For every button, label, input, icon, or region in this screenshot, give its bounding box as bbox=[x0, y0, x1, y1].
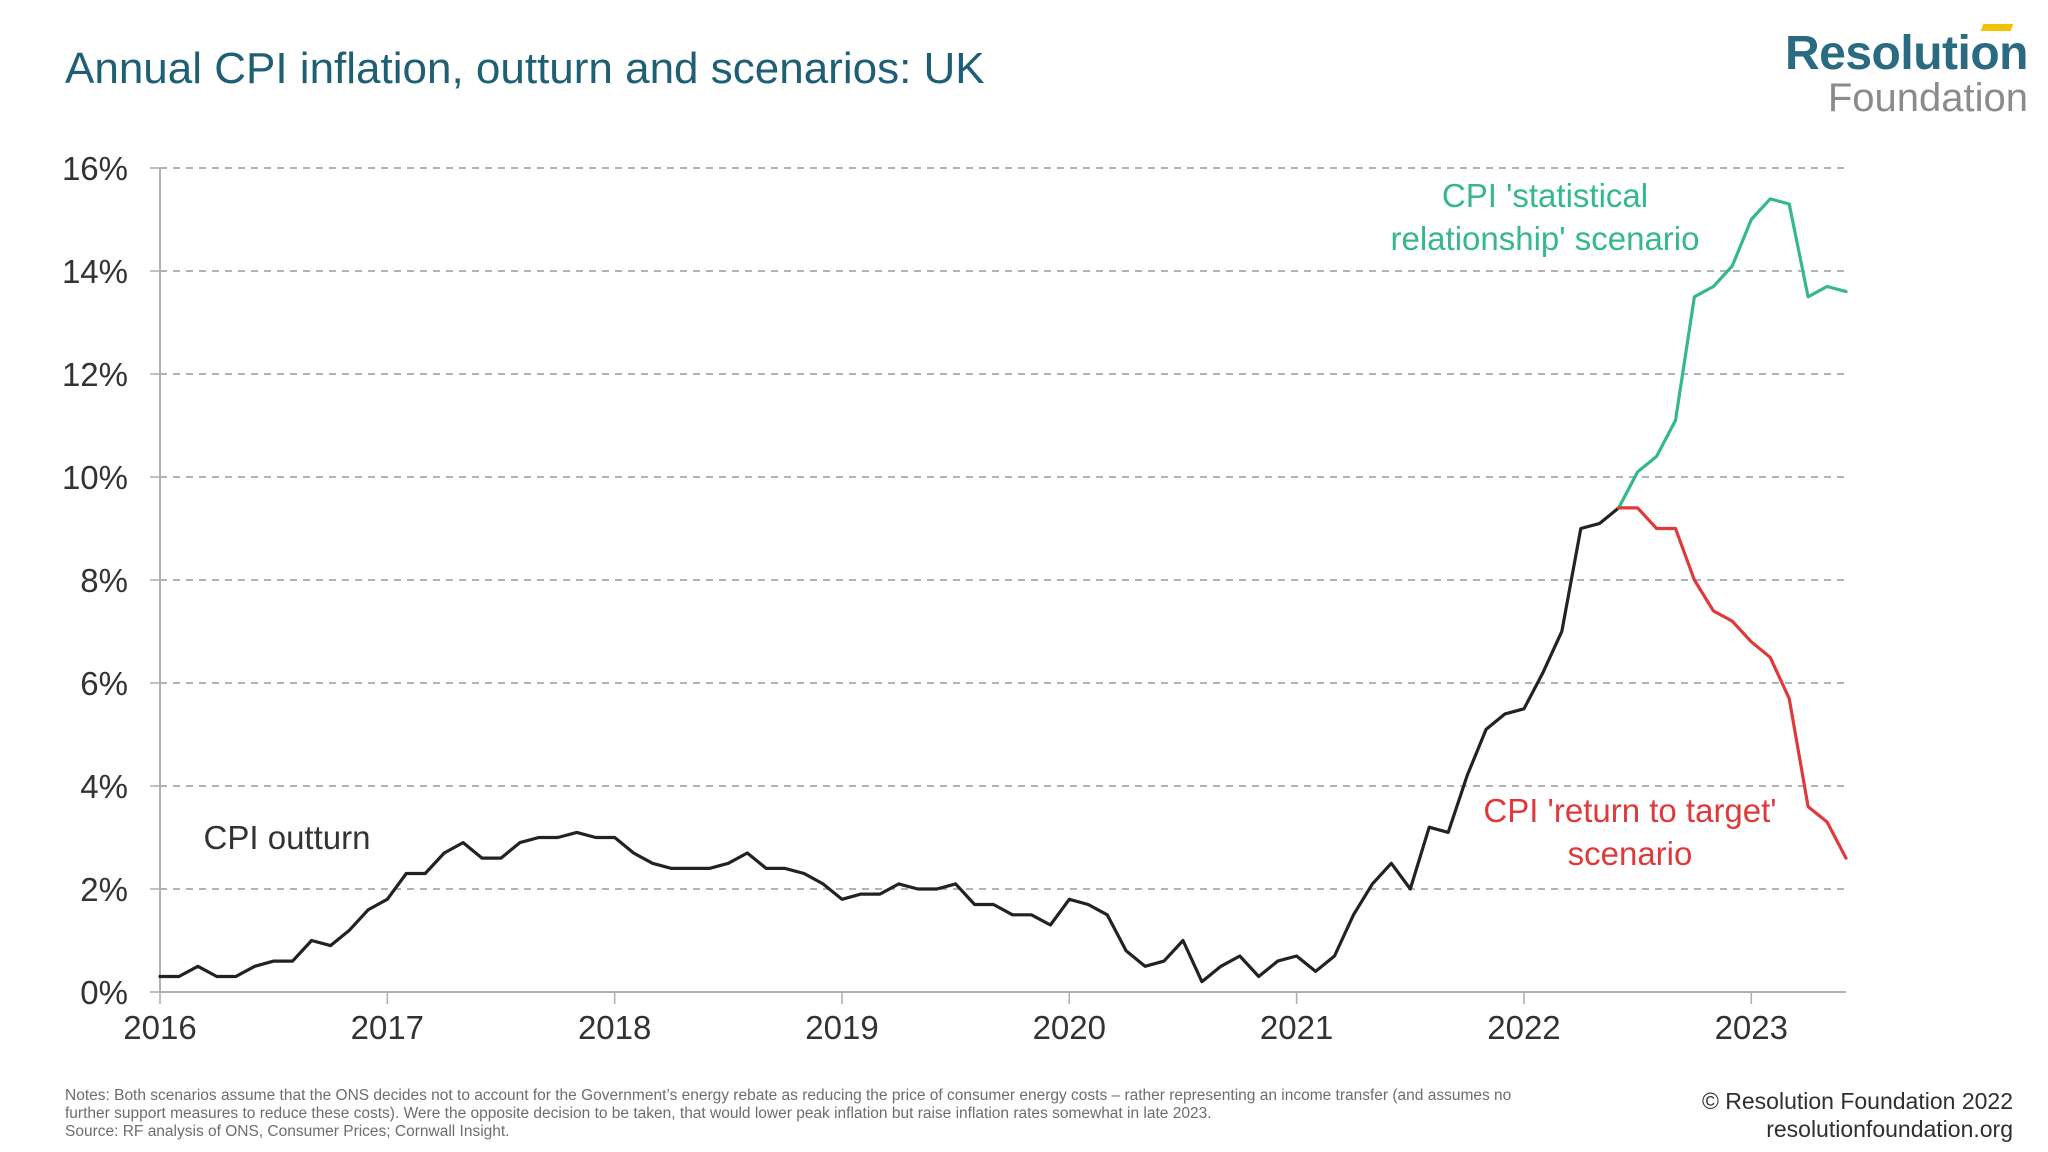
y-tick-label: 6% bbox=[80, 665, 128, 702]
y-tick-label: 10% bbox=[62, 459, 128, 496]
annotation-outturn: CPI outturn bbox=[204, 819, 371, 856]
annotation-target: scenario bbox=[1568, 835, 1693, 872]
x-tick-label: 2019 bbox=[805, 1009, 878, 1046]
source-line: Source: RF analysis of ONS, Consumer Pri… bbox=[65, 1123, 510, 1140]
y-tick-label: 4% bbox=[80, 768, 128, 805]
annotation-statistical: relationship' scenario bbox=[1391, 220, 1700, 257]
x-tick-label: 2023 bbox=[1715, 1009, 1788, 1046]
x-tick-label: 2021 bbox=[1260, 1009, 1333, 1046]
resolution-foundation-logo: Resolution Foundation bbox=[1785, 24, 2029, 120]
series-lines bbox=[158, 197, 1848, 984]
logo-line-2: Foundation bbox=[1827, 76, 2028, 120]
y-tick-label: 16% bbox=[62, 150, 128, 187]
gridlines bbox=[160, 167, 1846, 890]
website-url: resolutionfoundation.org bbox=[1766, 1116, 2013, 1142]
x-tick-label: 2016 bbox=[123, 1009, 196, 1046]
logo-line-1: Resolution bbox=[1785, 27, 2029, 80]
series-annotations: CPI outturn CPI 'statistical relationship'… bbox=[204, 177, 1777, 872]
chart-title: Annual CPI inflation, outturn and scenar… bbox=[65, 44, 985, 93]
x-tick-label: 2020 bbox=[1033, 1009, 1106, 1046]
y-tick-label: 14% bbox=[62, 253, 128, 290]
y-tick-label: 0% bbox=[80, 974, 128, 1011]
copyright-text: © Resolution Foundation 2022 bbox=[1701, 1088, 2013, 1114]
credit-block: © Resolution Foundation 2022 resolutionf… bbox=[1702, 1087, 2013, 1143]
y-tick-label: 8% bbox=[80, 562, 128, 599]
x-tick-label: 2017 bbox=[351, 1009, 424, 1046]
y-tick-label: 12% bbox=[62, 356, 128, 393]
chart-notes: Notes: Both scenarios assume that the ON… bbox=[65, 1087, 1705, 1141]
y-tick-label: 2% bbox=[80, 871, 128, 908]
y-tick-labels: 0% 2% 4% 6% 8% 10% 12% 14% 16% bbox=[62, 150, 128, 1011]
series-line-outturn bbox=[158, 506, 1621, 984]
annotation-statistical: CPI 'statistical bbox=[1442, 177, 1648, 214]
notes-line-2: further support measures to reduce these… bbox=[65, 1105, 1212, 1122]
x-tick-label: 2018 bbox=[578, 1009, 651, 1046]
series-line-target bbox=[1617, 506, 1848, 860]
x-tick-label: 2022 bbox=[1487, 1009, 1560, 1046]
annotation-target: CPI 'return to target' bbox=[1483, 792, 1776, 829]
notes-line-1: Notes: Both scenarios assume that the ON… bbox=[65, 1087, 1512, 1104]
axes bbox=[150, 167, 1846, 1004]
series-line-statistical bbox=[1617, 197, 1848, 510]
x-tick-labels: 2016 2017 2018 2019 2020 2021 2022 2023 bbox=[123, 1009, 1788, 1046]
